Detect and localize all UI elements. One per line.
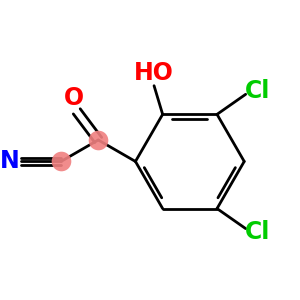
Point [58, 159, 63, 164]
Text: N: N [0, 149, 20, 173]
Text: Cl: Cl [245, 220, 270, 244]
Text: O: O [64, 86, 84, 110]
Text: Cl: Cl [245, 79, 270, 103]
Text: HO: HO [134, 61, 174, 85]
Point [96, 138, 100, 142]
